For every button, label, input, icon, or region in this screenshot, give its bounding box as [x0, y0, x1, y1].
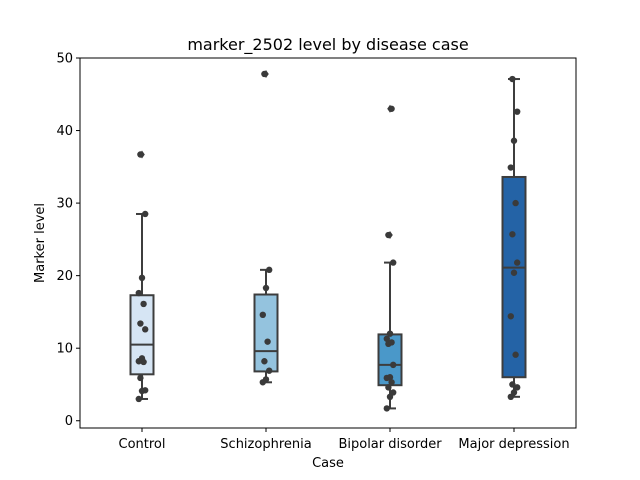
data-point [507, 164, 514, 171]
data-point [142, 326, 149, 333]
data-point [512, 351, 519, 358]
data-point [386, 374, 394, 381]
data-point [510, 269, 518, 276]
box-iqr [129, 294, 155, 376]
boxes-layer [129, 69, 527, 410]
data-point [388, 379, 395, 386]
y-tick-label: 40 [56, 124, 73, 139]
data-point [390, 389, 397, 396]
data-point [138, 274, 146, 282]
data-point [135, 289, 142, 297]
data-point [385, 231, 392, 239]
data-point [142, 387, 149, 394]
data-point [383, 405, 390, 412]
data-point [388, 339, 395, 346]
data-point [514, 108, 521, 115]
y-tick-label: 20 [56, 269, 73, 284]
data-point [266, 266, 273, 274]
points-layer [135, 70, 521, 412]
data-point [261, 70, 268, 78]
data-point [142, 210, 149, 218]
data-point [507, 313, 514, 320]
data-point [266, 367, 273, 374]
box-group [253, 69, 279, 384]
data-point [390, 361, 397, 369]
data-point [138, 355, 146, 362]
y-tick-label: 30 [56, 197, 73, 212]
data-point [262, 376, 270, 383]
data-point [514, 259, 521, 266]
y-tick-label: 10 [56, 342, 73, 357]
data-point [510, 137, 518, 144]
data-point [135, 395, 142, 403]
box-group [377, 104, 403, 410]
data-point [514, 384, 521, 391]
data-point [388, 105, 395, 112]
y-tick-label: 0 [65, 414, 73, 429]
x-axis: Control Schizophrenia Bipolar disorder Majo… [119, 428, 570, 452]
data-point [137, 374, 144, 382]
data-point [509, 75, 516, 83]
data-point [261, 358, 268, 365]
data-point [137, 320, 144, 327]
data-point [137, 151, 144, 158]
x-tick-label: Schizophrenia [220, 437, 311, 452]
x-tick-label: Bipolar disorder [338, 437, 442, 452]
data-point [509, 381, 516, 388]
data-point [385, 384, 392, 391]
chart-title: marker_2502 level by disease case [187, 35, 468, 55]
plot-area-frame [79, 57, 577, 429]
x-axis-label: Case [312, 456, 344, 471]
y-axis: 0 10 20 30 40 50 [56, 52, 80, 429]
data-point [386, 330, 394, 337]
data-point [140, 300, 147, 308]
x-tick-label: Major depression [458, 437, 569, 452]
data-point [390, 259, 397, 266]
data-point [262, 284, 270, 292]
y-tick-label: 50 [56, 52, 73, 67]
data-point [383, 335, 390, 342]
y-axis-label: Marker level [33, 203, 48, 283]
data-point [512, 199, 519, 207]
data-point [264, 338, 271, 345]
data-point [510, 389, 518, 396]
box-iqr [501, 175, 527, 379]
data-point [509, 231, 516, 238]
x-tick-label: Control [119, 437, 166, 452]
data-point [259, 311, 266, 319]
box-group [501, 78, 527, 398]
